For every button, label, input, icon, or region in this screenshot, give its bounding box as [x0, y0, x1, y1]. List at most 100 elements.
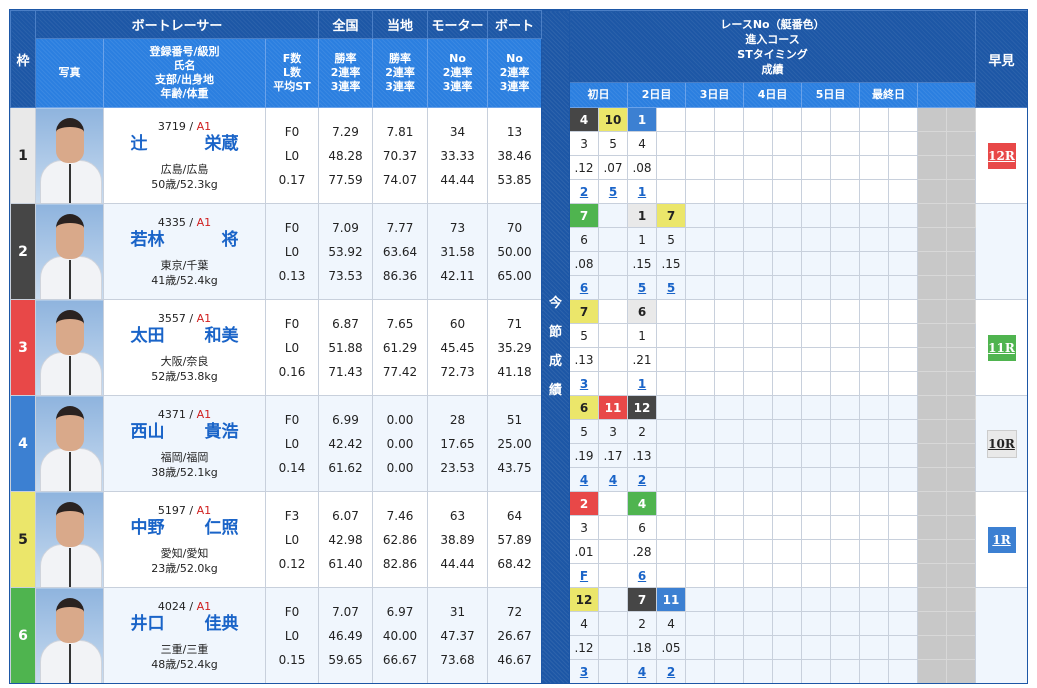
race-result-link[interactable]: 1	[637, 376, 647, 391]
header-motor-sub: No 2連率 3連率	[427, 38, 489, 108]
racer-name-link[interactable]: 中野 仁照	[131, 520, 239, 537]
race-result-link[interactable]: 2	[579, 184, 589, 199]
local-stats: 7.46 62.86 82.86	[372, 491, 429, 588]
empty-cell	[656, 539, 687, 564]
race-result-link[interactable]: 5	[637, 280, 647, 295]
empty-cell	[946, 563, 977, 588]
race-result-link[interactable]: 5	[666, 280, 676, 295]
empty-cell	[859, 203, 890, 228]
empty-cell	[830, 299, 861, 324]
boat-stat: 26.67	[497, 628, 532, 643]
early-view-button[interactable]: 1R	[987, 526, 1016, 553]
local-stat: 82.86	[382, 556, 418, 571]
empty-cell	[917, 611, 948, 636]
empty-cell	[743, 371, 774, 396]
race-number: 12	[627, 395, 658, 420]
header-boat-sub: No 2連率 3連率	[487, 38, 543, 108]
empty-cell	[946, 299, 977, 324]
frame-number: 2	[10, 203, 36, 300]
race-number: 6	[569, 395, 600, 420]
empty-cell	[598, 323, 629, 348]
empty-cell	[888, 275, 919, 300]
last-name: 太田	[130, 326, 165, 346]
local-stat: 7.77	[386, 220, 414, 235]
empty-cell	[888, 107, 919, 132]
race-result-link[interactable]: 2	[666, 664, 676, 679]
header-motor: モーター	[427, 10, 489, 39]
early-view-button[interactable]: 12R	[987, 142, 1016, 169]
racer-name-link[interactable]: 井口 佳典	[131, 616, 239, 633]
early-view-button[interactable]: 11R	[987, 334, 1016, 361]
empty-cell	[917, 347, 948, 372]
empty-cell	[830, 563, 861, 588]
motor-stat: 73	[449, 220, 466, 235]
empty-cell	[946, 587, 977, 612]
branch: 広島/広島	[160, 163, 209, 176]
empty-cell	[801, 323, 832, 348]
st-timing: .07	[598, 155, 629, 180]
empty-cell	[946, 515, 977, 540]
race-result-link[interactable]: 3	[579, 664, 589, 679]
l-count: L0	[284, 532, 300, 547]
empty-cell	[743, 515, 774, 540]
empty-cell	[888, 299, 919, 324]
first-name: 将	[221, 230, 239, 250]
early-view-button[interactable]: 10R	[986, 429, 1017, 458]
boat-stat: 72	[506, 604, 523, 619]
empty-cell	[917, 323, 948, 348]
race-result: 5	[598, 179, 629, 204]
early-view: 1R	[975, 491, 1029, 588]
empty-cell	[656, 491, 687, 516]
racer-name-link[interactable]: 辻 栄蔵	[131, 134, 239, 154]
empty-cell	[946, 203, 977, 228]
race-info-line: レースNo（艇番色）	[720, 17, 825, 31]
empty-cell	[714, 587, 745, 612]
empty-cell	[888, 371, 919, 396]
racer-subrow: .08 .15.15	[11, 251, 1028, 276]
racer-name-link[interactable]: 太田 和美	[130, 326, 239, 346]
race-result-link[interactable]: 6	[637, 568, 647, 583]
empty-cell	[772, 587, 803, 612]
local-stat: 0.00	[386, 412, 414, 427]
race-result-link[interactable]: 5	[608, 184, 618, 199]
race-result-link[interactable]: F	[579, 568, 589, 583]
racer-name-link[interactable]: 西山 貴浩	[131, 424, 239, 441]
l-count: L0	[284, 244, 300, 259]
race-result-link[interactable]: 4	[608, 472, 618, 487]
racer-subrow: 4 4371 / A1 西山 貴浩 福岡/福岡 38歳/52.1kg F0 L0 0.14 6.9…	[10, 395, 1029, 492]
empty-cell	[685, 131, 716, 156]
entry-course: 4	[569, 611, 600, 636]
registration-number: 3719	[157, 120, 186, 133]
race-result-link[interactable]: 4	[579, 472, 589, 487]
national-stat: 7.07	[332, 604, 359, 619]
empty-cell	[830, 131, 861, 156]
frame-number: 1	[10, 107, 36, 204]
race-info-line: 成績	[761, 62, 784, 76]
racer-subrow: 2 5 1	[11, 179, 1028, 204]
race-result-link[interactable]: 4	[637, 664, 647, 679]
racer-table: 枠 ボートレーサー 全国 当地 モーター ボート 今 節 成 績 レースNo（艇…	[10, 10, 1029, 684]
racer-name-link[interactable]: 若林 将	[131, 230, 239, 250]
st-timing: .21	[627, 347, 658, 372]
entry-course: 5	[569, 419, 600, 444]
entry-course: 3	[598, 419, 629, 444]
empty-cell	[714, 611, 745, 636]
national-stat: 48.28	[328, 148, 363, 163]
race-result-link[interactable]: 2	[637, 472, 647, 487]
empty-cell	[830, 179, 861, 204]
empty-cell	[859, 227, 890, 252]
header-national: 全国	[318, 10, 374, 39]
race-result-link[interactable]: 1	[637, 184, 647, 199]
empty-cell	[830, 635, 861, 660]
empty-cell	[917, 587, 948, 612]
race-result-link[interactable]: 6	[579, 280, 589, 295]
st-timing: .13	[627, 443, 658, 468]
race-result-link[interactable]: 3	[579, 376, 589, 391]
empty-cell	[714, 107, 745, 132]
first-name: 栄蔵	[204, 134, 239, 154]
empty-cell	[801, 395, 832, 420]
race-number: 7	[569, 203, 600, 228]
empty-cell	[917, 251, 948, 276]
